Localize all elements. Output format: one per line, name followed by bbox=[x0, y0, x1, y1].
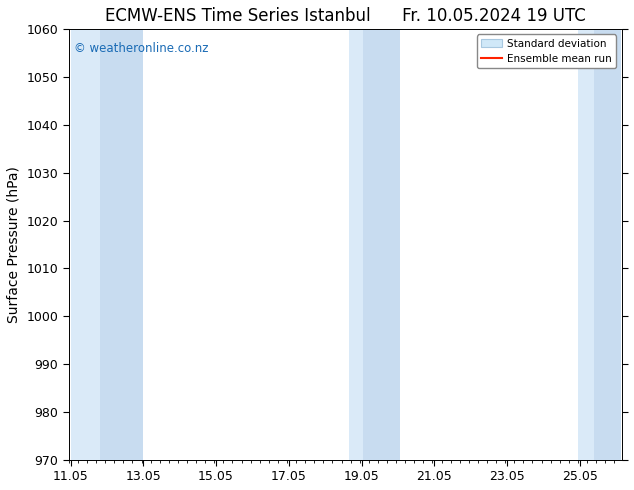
Text: © weatheronline.co.nz: © weatheronline.co.nz bbox=[74, 42, 209, 55]
Bar bbox=[70, 29, 100, 460]
Legend: Standard deviation, Ensemble mean run: Standard deviation, Ensemble mean run bbox=[477, 34, 616, 68]
Bar bbox=[578, 29, 594, 460]
Bar bbox=[100, 29, 143, 460]
Bar bbox=[349, 29, 363, 460]
Y-axis label: Surface Pressure (hPa): Surface Pressure (hPa) bbox=[7, 166, 21, 323]
Title: ECMW-ENS Time Series Istanbul      Fr. 10.05.2024 19 UTC: ECMW-ENS Time Series Istanbul Fr. 10.05.… bbox=[105, 7, 586, 25]
Bar bbox=[363, 29, 399, 460]
Bar bbox=[594, 29, 621, 460]
